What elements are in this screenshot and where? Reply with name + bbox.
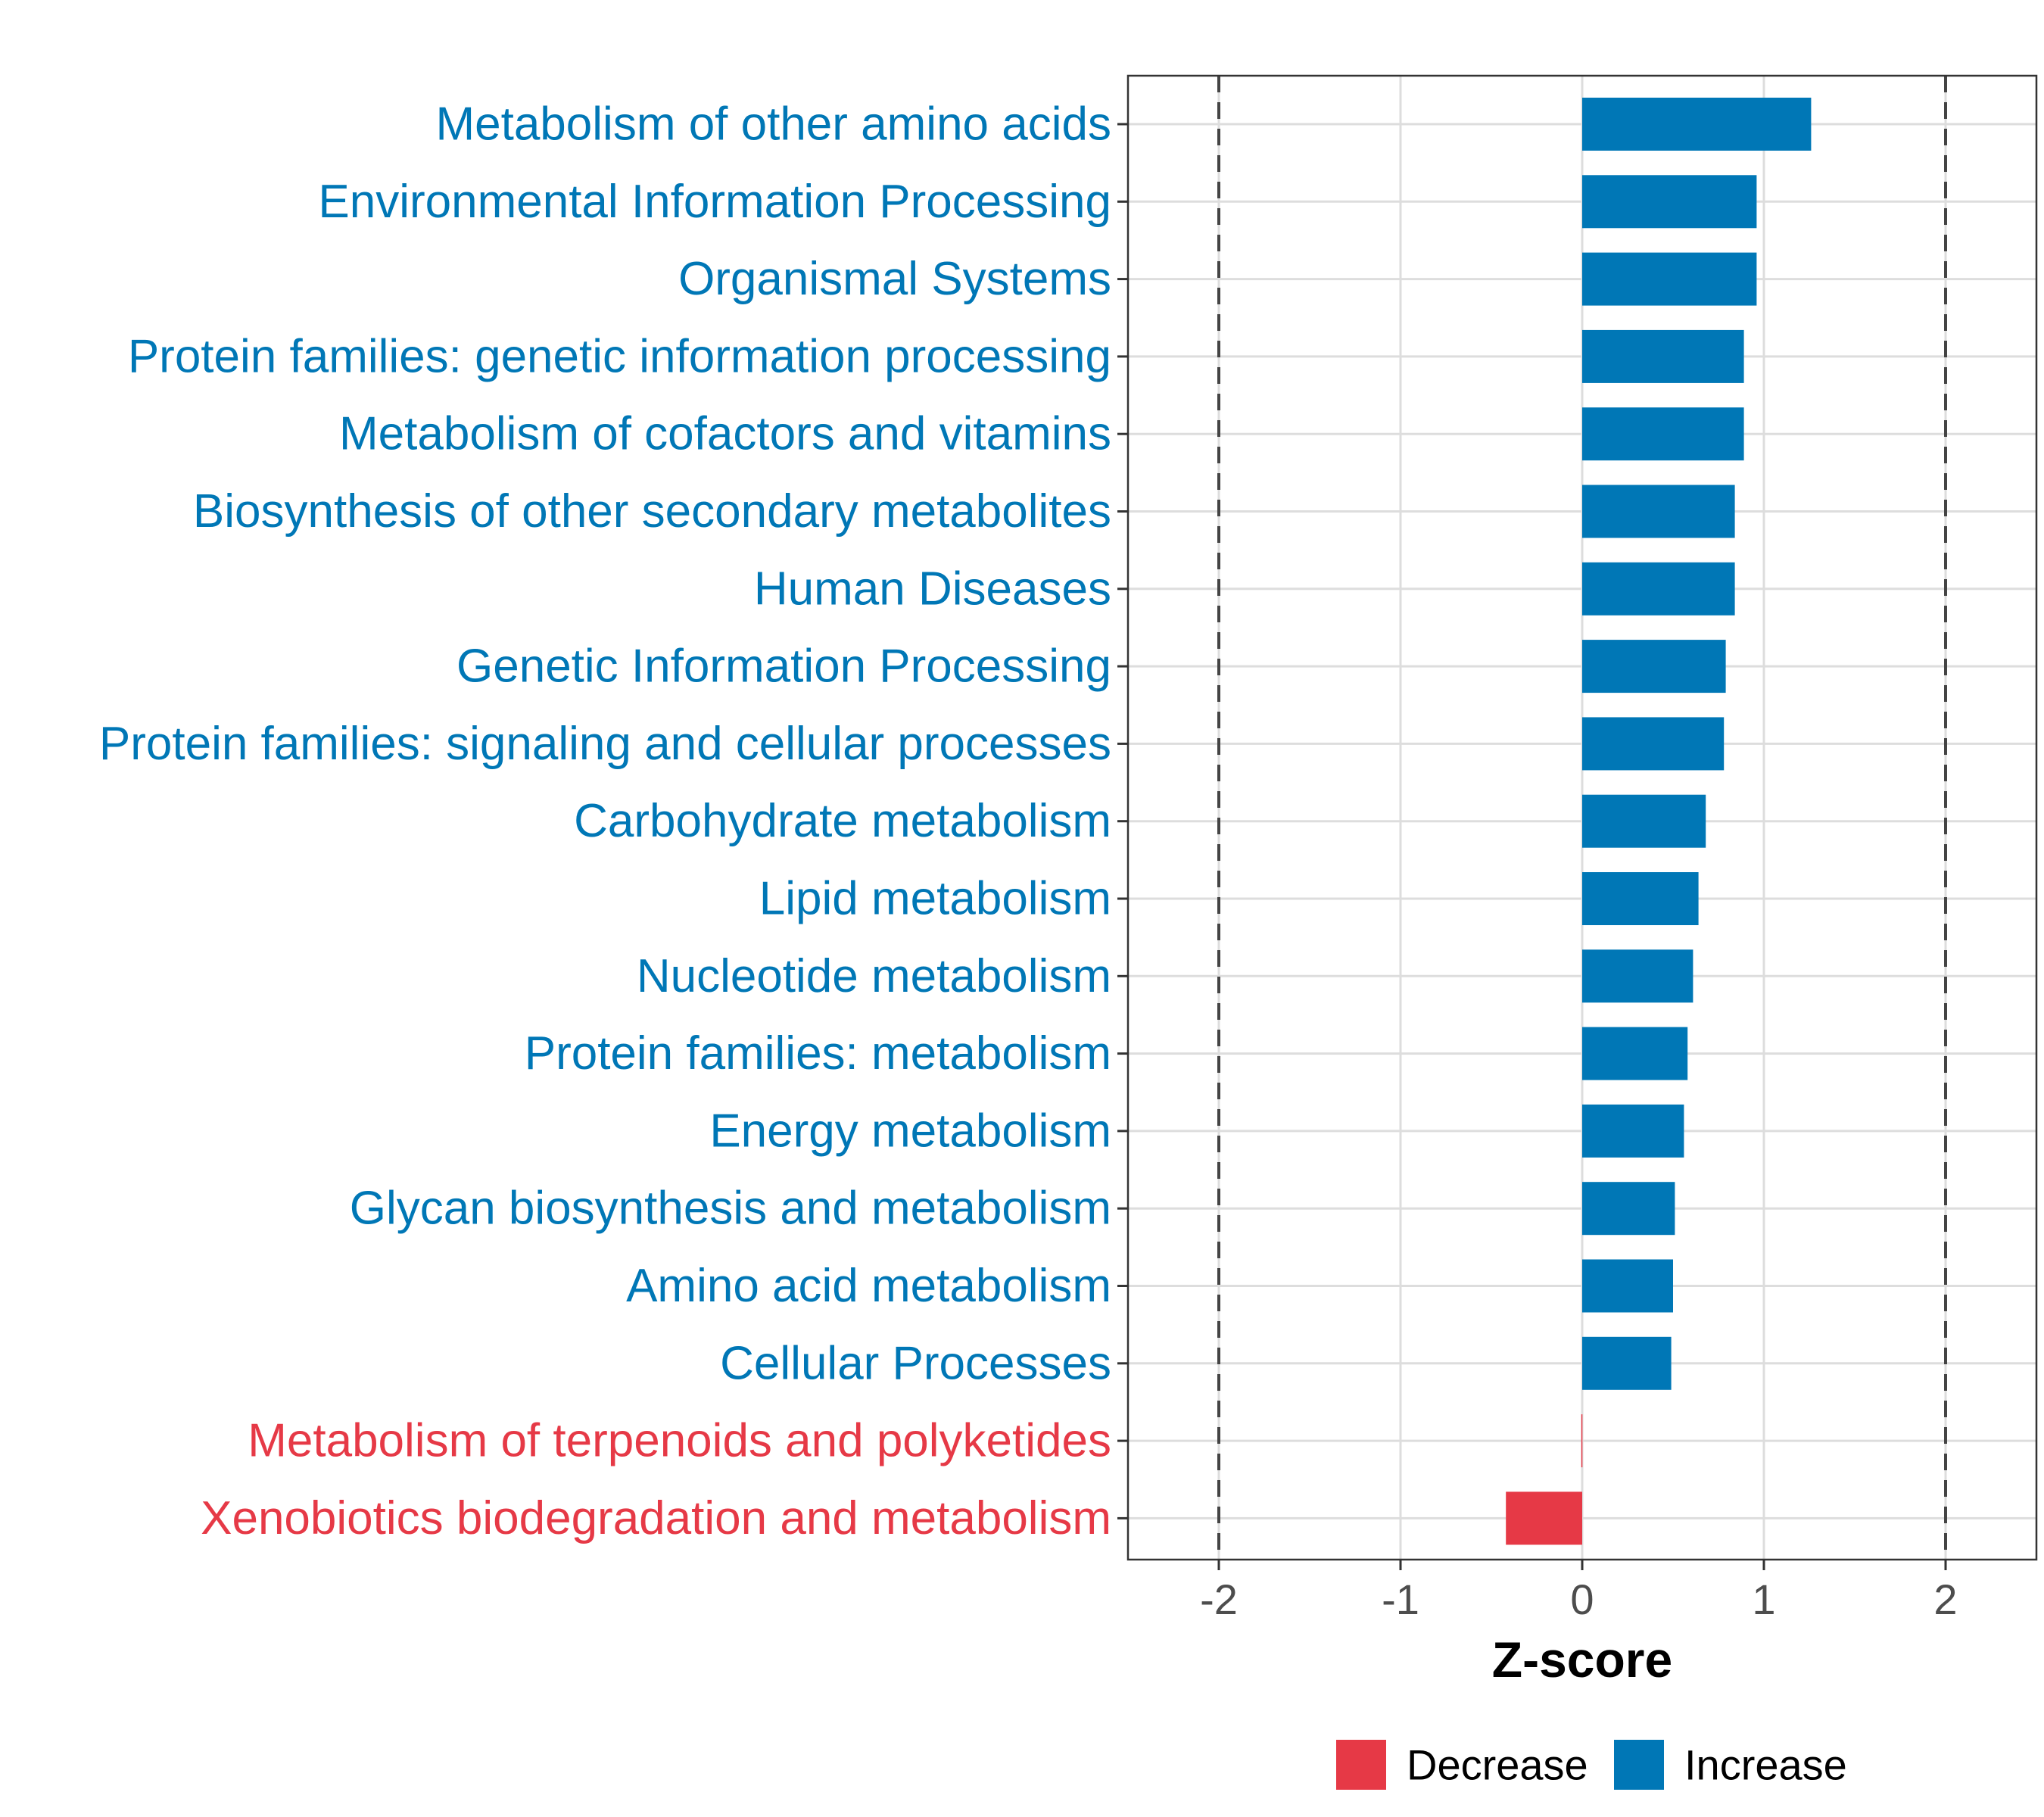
x-tick-label: 1 <box>1752 1575 1775 1623</box>
category-label: Cellular Processes <box>720 1337 1111 1389</box>
category-label: Genetic Information Processing <box>456 640 1111 693</box>
bar <box>1582 98 1812 151</box>
category-label: Protein families: genetic information pr… <box>128 330 1111 382</box>
x-tick-label: 0 <box>1570 1575 1594 1623</box>
category-label: Organismal Systems <box>678 253 1111 305</box>
bar <box>1582 1336 1672 1390</box>
x-axis: -2 -1 0 1 2 <box>1200 1560 1958 1623</box>
legend-label-decrease: Decrease <box>1407 1741 1588 1789</box>
legend-label-increase: Increase <box>1684 1741 1847 1789</box>
category-label: Metabolism of cofactors and vitamins <box>339 408 1111 460</box>
bar <box>1581 1414 1583 1468</box>
category-label: Nucleotide metabolism <box>637 950 1111 1002</box>
category-label: Lipid metabolism <box>759 873 1111 925</box>
bar <box>1582 640 1726 693</box>
category-label: Metabolism of other amino acids <box>435 98 1111 151</box>
category-label: Energy metabolism <box>709 1105 1111 1157</box>
x-tick-label: -2 <box>1200 1575 1238 1623</box>
x-tick-label: 2 <box>1933 1575 1957 1623</box>
bar <box>1582 1182 1675 1236</box>
category-label: Amino acid metabolism <box>626 1260 1111 1312</box>
category-label: Xenobiotics biodegradation and metabolis… <box>201 1492 1111 1544</box>
category-label: Protein families: metabolism <box>525 1027 1111 1080</box>
legend-swatch-decrease <box>1336 1740 1386 1790</box>
bar <box>1582 717 1725 771</box>
bar <box>1582 1104 1684 1158</box>
bar <box>1582 485 1735 538</box>
category-label: Human Diseases <box>754 563 1111 615</box>
bar <box>1582 175 1757 229</box>
category-label: Environmental Information Processing <box>318 176 1111 228</box>
category-label: Glycan biosynthesis and metabolism <box>350 1183 1111 1235</box>
bar <box>1582 1259 1673 1313</box>
y-axis: Metabolism of other amino acids Environme… <box>99 98 1128 1544</box>
x-axis-title: Z-score <box>1492 1632 1672 1688</box>
category-label: Protein families: signaling and cellular… <box>99 718 1111 770</box>
bar <box>1582 562 1735 616</box>
reference-lines <box>1217 76 1947 1560</box>
category-label: Metabolism of terpenoids and polyketides <box>248 1415 1111 1467</box>
bar <box>1582 949 1693 1003</box>
bar <box>1582 329 1744 383</box>
bar-layer <box>1506 98 1812 1545</box>
x-tick-label: -1 <box>1382 1575 1419 1623</box>
legend-swatch-increase <box>1614 1740 1664 1790</box>
legend: Decrease Increase <box>1336 1740 1847 1790</box>
bar <box>1582 794 1706 848</box>
bar <box>1582 407 1744 461</box>
bar <box>1582 872 1699 925</box>
bar <box>1582 252 1757 306</box>
bar <box>1582 1027 1688 1080</box>
bar <box>1506 1491 1582 1545</box>
category-label: Carbohydrate metabolism <box>574 795 1111 847</box>
category-label: Biosynthesis of other secondary metaboli… <box>193 485 1111 538</box>
